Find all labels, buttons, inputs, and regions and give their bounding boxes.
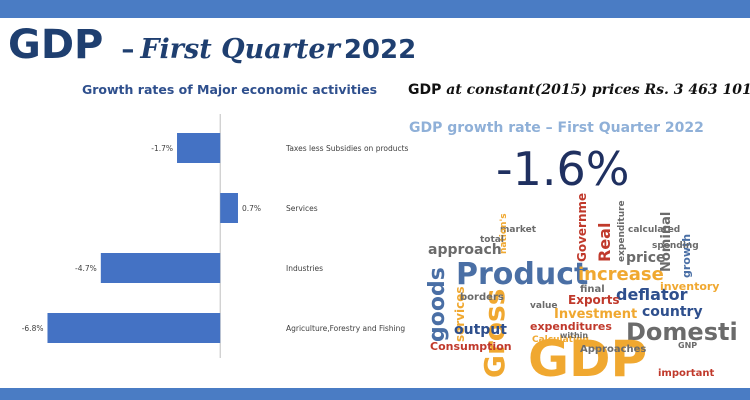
word-cloud-word: GNP: [678, 341, 697, 350]
word-cloud-svg: approach Product increase goods Gross se…: [425, 192, 738, 382]
word-cloud-word: increase: [578, 264, 664, 285]
title-subtitle: First Quarter: [140, 34, 340, 65]
word-cloud-word: final: [580, 284, 605, 295]
word-cloud-word: nation's: [499, 213, 509, 254]
word-cloud-word: Product: [456, 257, 588, 292]
gdp-prefix: GDP: [408, 82, 442, 98]
word-cloud-word: growth: [680, 234, 693, 278]
word-cloud-word: Gross: [478, 289, 511, 378]
word-cloud-word: Government: [575, 192, 589, 262]
chart-category-label: Agriculture,Forestry and Fishing: [286, 324, 405, 333]
chart-data-label: 0.7%: [242, 204, 261, 213]
word-cloud-word: deflator: [616, 285, 688, 304]
word-cloud-word: Investment: [554, 307, 637, 322]
growth-bar-chart: -1.7% Taxes less Subsidies on products 0.7…: [22, 114, 409, 358]
chart-title: Growth rates of Major economic activitie…: [82, 82, 378, 97]
word-cloud-word: Domestic: [626, 318, 738, 346]
word-cloud-word: price: [626, 250, 666, 266]
gdp-value-text: at constant(2015) prices Rs. 3 463 101: [441, 82, 750, 98]
word-cloud-word: total: [480, 235, 504, 245]
chart-bar: [220, 193, 238, 223]
chart-category-label: Services: [286, 204, 318, 213]
word-cloud-word: expenditures: [530, 320, 612, 333]
chart-category-label: Industries: [286, 264, 323, 273]
word-cloud-word: borders: [460, 292, 504, 303]
word-cloud-word: services: [453, 286, 467, 342]
word-cloud-word: value: [530, 301, 558, 311]
chart-bar: [177, 133, 221, 163]
chart-data-label: -4.7%: [75, 264, 97, 273]
word-cloud-word: expenditure: [617, 200, 627, 262]
word-cloud-word: output: [454, 322, 507, 338]
word-cloud-word: GDP: [528, 330, 647, 382]
chart-bar: [47, 313, 221, 343]
chart-bar: [100, 253, 221, 283]
word-cloud-word: approach: [428, 242, 502, 258]
word-cloud-image: approach Product increase goods Gross se…: [420, 192, 738, 382]
title-year: 2022: [343, 35, 417, 65]
chart-category-label: Taxes less Subsidies on products: [285, 144, 409, 153]
gdp-constant-prices: GDP at constant(2015) prices Rs. 3 463 1…: [408, 82, 750, 98]
word-cloud-word: within: [560, 331, 588, 340]
word-cloud-word: important: [658, 368, 714, 379]
word-cloud-word: Calculating: [532, 335, 589, 345]
bottom-banner-bar: [0, 388, 750, 400]
word-cloud-word: inventory: [660, 280, 719, 293]
chart-data-label: -1.7%: [151, 144, 173, 153]
word-cloud-word: Nominal: [659, 212, 674, 272]
page-title: GDP – First Quarter 2022: [8, 22, 416, 72]
word-cloud-word: spending: [652, 241, 699, 251]
word-cloud-word: Consumption: [430, 340, 512, 353]
growth-rate-value: -1.6%: [496, 142, 630, 196]
word-cloud-word: market: [500, 225, 537, 235]
word-cloud-word: calculated: [628, 225, 680, 235]
growth-rate-label: GDP growth rate – First Quarter 2022: [409, 120, 704, 136]
title-main: GDP: [8, 22, 104, 68]
word-cloud-word: Exports: [568, 293, 620, 307]
top-banner-bar: [0, 0, 750, 18]
title-dash: –: [121, 35, 135, 65]
word-cloud-word: Approaches: [580, 344, 646, 355]
chart-data-label: -6.8%: [22, 324, 44, 333]
word-cloud-word: country: [642, 304, 703, 320]
word-cloud-word: Real: [595, 223, 614, 262]
word-cloud-word: goods: [425, 267, 450, 342]
